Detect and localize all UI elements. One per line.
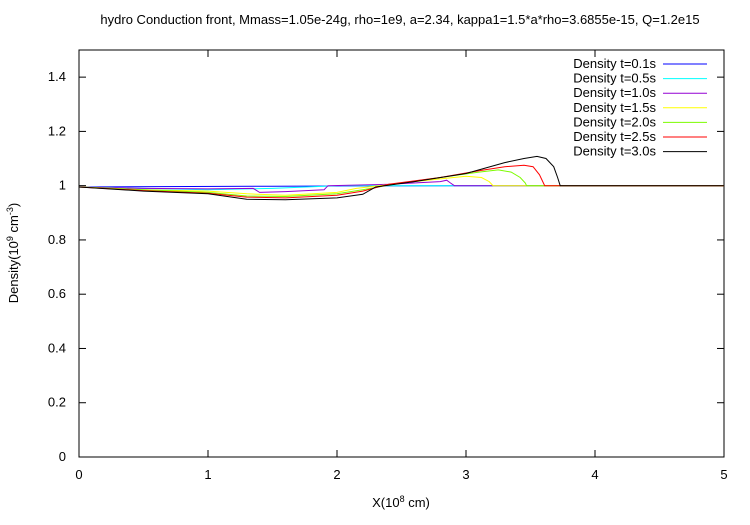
y-tick-label: 0 [59,449,66,464]
series-line-2 [78,179,724,193]
chart-title: hydro Conduction front, Mmass=1.05e-24g,… [100,12,699,27]
legend-entry-label: Density t=1.5s [573,100,656,115]
y-tick-label: 1.4 [48,69,66,84]
x-axis-label-prefix: X(10 [372,495,399,510]
x-axis-label: X(108 cm) [372,494,430,510]
legend-entry-label: Density t=2.0s [573,114,656,129]
series-line-6 [78,155,724,201]
y-tick-label: 0.2 [48,395,66,410]
x-axis-label-exponent: 8 [400,494,405,504]
y-tick-label: 0.4 [48,340,66,355]
x-axis-ticks: 0 1 2 3 4 5 [75,50,728,482]
legend-entry-label: Density t=0.5s [573,71,656,86]
legend-entry-label: Density t=2.5s [573,129,656,144]
x-tick-label: 3 [462,467,469,482]
x-tick-label: 0 [75,467,82,482]
legend-entry-label: Density t=0.1s [573,56,656,71]
y-tick-label: 1.2 [48,123,66,138]
y-axis-label: Density(109 cm-3) [5,203,21,303]
series-line-3 [78,175,724,196]
y-tick-label: 0.6 [48,286,66,301]
series-line-5 [78,164,724,199]
y-axis-ticks: 0 0.2 0.4 0.6 0.8 1 1.2 1.4 [48,69,724,464]
legend-entry-label: Density t=3.0s [573,144,656,159]
x-axis-label-suffix: cm) [405,495,430,510]
plot-frame [78,49,725,458]
series-lines [78,155,724,201]
y-axis-label-unit: cm [6,215,21,236]
x-tick-label: 1 [204,467,211,482]
legend-entry-label: Density t=1.0s [573,85,656,100]
y-axis-label-prefix: Density(10 [6,241,21,303]
x-tick-label: 4 [591,467,598,482]
y-axis-label-suffix: ) [6,203,21,207]
y-axis-label-unit-exponent: -3 [5,207,15,215]
y-tick-label: 1 [59,178,66,193]
y-axis-label-exponent: 9 [5,236,15,241]
x-tick-label: 5 [720,467,727,482]
x-tick-label: 2 [333,467,340,482]
y-tick-label: 0.8 [48,232,66,247]
